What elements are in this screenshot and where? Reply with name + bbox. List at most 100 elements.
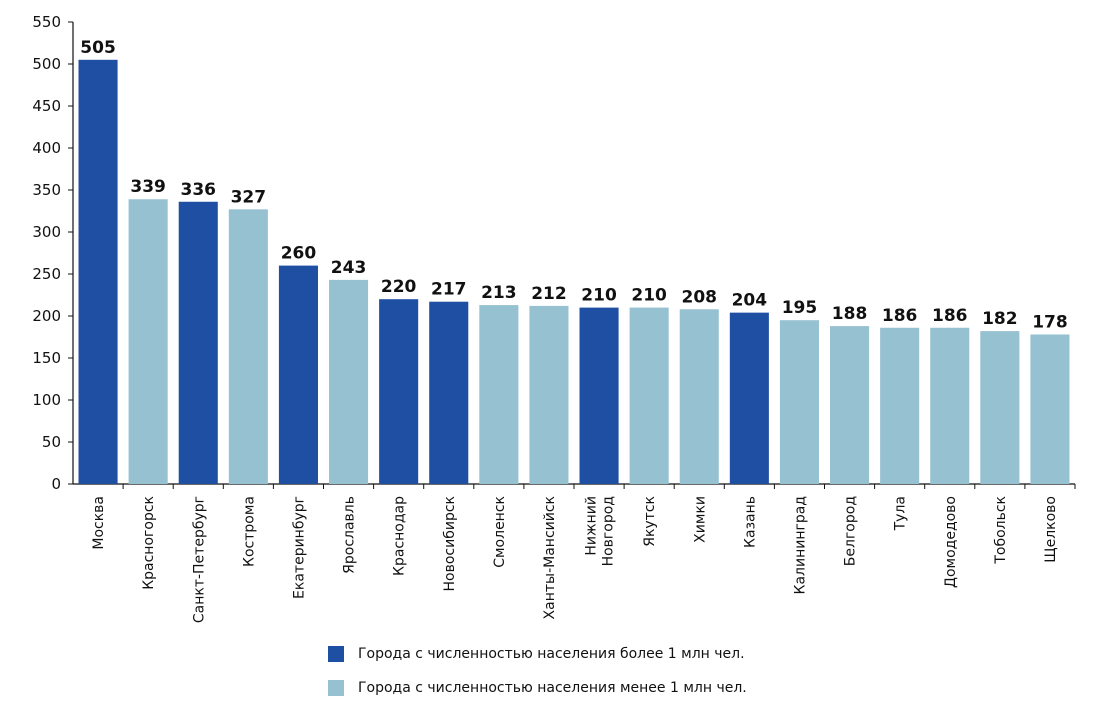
bar [1030, 334, 1070, 484]
x-tick-label-line: Ханты-Мансийск [542, 496, 558, 619]
y-tick-label: 350 [32, 181, 61, 199]
x-tick-label-line: Новосибирск [442, 496, 458, 591]
x-tick-label: Красногорск [141, 496, 157, 590]
data-label: 204 [732, 291, 768, 311]
x-tick-label-line: Екатеринбург [291, 496, 307, 599]
bar [579, 307, 619, 484]
x-tick-label: Химки [692, 496, 708, 543]
data-label: 195 [782, 298, 818, 318]
x-tick-label-line: Смоленск [492, 496, 508, 568]
data-label: 208 [682, 287, 718, 307]
legend-label-small: Города с численностью населения менее 1 … [358, 680, 747, 696]
data-label: 212 [531, 284, 567, 304]
x-tick-label: Белгород [843, 496, 859, 566]
x-tick-label: Тула [893, 496, 909, 531]
bar [629, 307, 669, 484]
y-tick-label: 100 [32, 391, 61, 409]
x-tick-label-line: Нижний [584, 496, 600, 556]
bar [830, 326, 870, 484]
x-tick-label: Смоленск [492, 496, 508, 568]
x-tick-label-line: Красногорск [141, 496, 157, 590]
x-tick-label-line: Кострома [241, 496, 257, 567]
y-tick-label: 500 [32, 55, 61, 73]
bar [679, 309, 719, 484]
y-tick-label: 200 [32, 307, 61, 325]
data-label: 210 [581, 286, 617, 306]
bar [980, 331, 1020, 484]
legend-label-large: Города с численностью населения более 1 … [358, 646, 745, 662]
x-tick-label-line: Ярославль [342, 496, 358, 574]
bar [429, 301, 469, 484]
bar [329, 279, 369, 484]
data-label: 186 [882, 306, 918, 326]
x-tick-label: Щелково [1043, 496, 1059, 563]
bar [78, 59, 118, 485]
y-tick-label: 550 [32, 13, 61, 31]
x-tick-label: Калининград [792, 496, 808, 594]
data-label: 182 [982, 309, 1018, 329]
x-tick-label-line: Москва [91, 496, 107, 550]
x-tick-label-line: Казань [742, 496, 758, 548]
x-tick-label: Екатеринбург [291, 496, 307, 599]
x-tick-label-line: Новгород [601, 496, 617, 566]
bar [930, 327, 970, 484]
y-tick-label: 150 [32, 349, 61, 367]
legend-swatch-large [328, 646, 344, 662]
x-tick-label-line: Тобольск [993, 496, 1009, 565]
data-label: 213 [481, 283, 517, 303]
x-tick-label: Санкт-Петербург [191, 496, 207, 623]
x-tick-label: Новосибирск [442, 496, 458, 591]
data-label: 243 [331, 258, 367, 278]
y-tick-label: 250 [32, 265, 61, 283]
data-label: 327 [231, 187, 267, 207]
bar [729, 312, 769, 484]
x-tick-label: Ханты-Мансийск [542, 496, 558, 619]
bar [379, 299, 419, 484]
bar [178, 201, 218, 484]
data-label: 505 [80, 38, 116, 58]
legend-item-large: Города с численностью населения более 1 … [328, 644, 747, 664]
data-label: 336 [181, 180, 217, 200]
x-tick-label-line: Санкт-Петербург [191, 496, 207, 623]
bar [228, 209, 268, 484]
bar [479, 305, 519, 484]
data-label: 260 [281, 244, 317, 264]
y-tick-label: 0 [51, 475, 61, 493]
x-tick-label: Кострома [241, 496, 257, 567]
y-tick-label: 450 [32, 97, 61, 115]
bar [779, 320, 819, 484]
data-label: 339 [130, 177, 166, 197]
legend: Города с численностью населения более 1 … [328, 644, 747, 712]
bar [529, 305, 569, 484]
x-tick-label-line: Химки [692, 496, 708, 543]
x-tick-label: Домодедово [943, 496, 959, 588]
data-label: 220 [381, 277, 417, 297]
bar-chart: 0 50 100 150 200 250 300 350 400 450 500 550 505 Моск… [32, 13, 1076, 623]
bar [128, 199, 168, 485]
data-label: 217 [431, 280, 467, 300]
x-tick-label-line: Тула [893, 496, 909, 531]
x-tick-label: Якутск [642, 496, 658, 547]
bar [278, 265, 318, 484]
x-tick-label-line: Калининград [792, 496, 808, 594]
x-tick-label-line: Белгород [843, 496, 859, 566]
x-tick-label: Казань [742, 496, 758, 548]
x-tick-label: Ярославль [342, 496, 358, 574]
x-tick-label: Москва [91, 496, 107, 550]
x-tick-label: Краснодар [392, 496, 408, 576]
bar [880, 327, 920, 484]
y-tick-label: 300 [32, 223, 61, 241]
data-label: 210 [631, 286, 667, 306]
x-tick-label: Тобольск [993, 496, 1009, 565]
x-tick-label-line: Краснодар [392, 496, 408, 576]
data-label: 178 [1032, 312, 1068, 332]
data-label: 186 [932, 306, 968, 326]
x-tick-label-line: Щелково [1043, 496, 1059, 563]
x-tick-label: НижнийНовгород [584, 496, 617, 566]
legend-item-small: Города с численностью населения менее 1 … [328, 678, 747, 698]
legend-swatch-small [328, 680, 344, 696]
y-tick-label: 400 [32, 139, 61, 157]
y-tick-label: 50 [42, 433, 61, 451]
data-label: 188 [832, 304, 868, 324]
x-tick-label-line: Якутск [642, 496, 658, 547]
